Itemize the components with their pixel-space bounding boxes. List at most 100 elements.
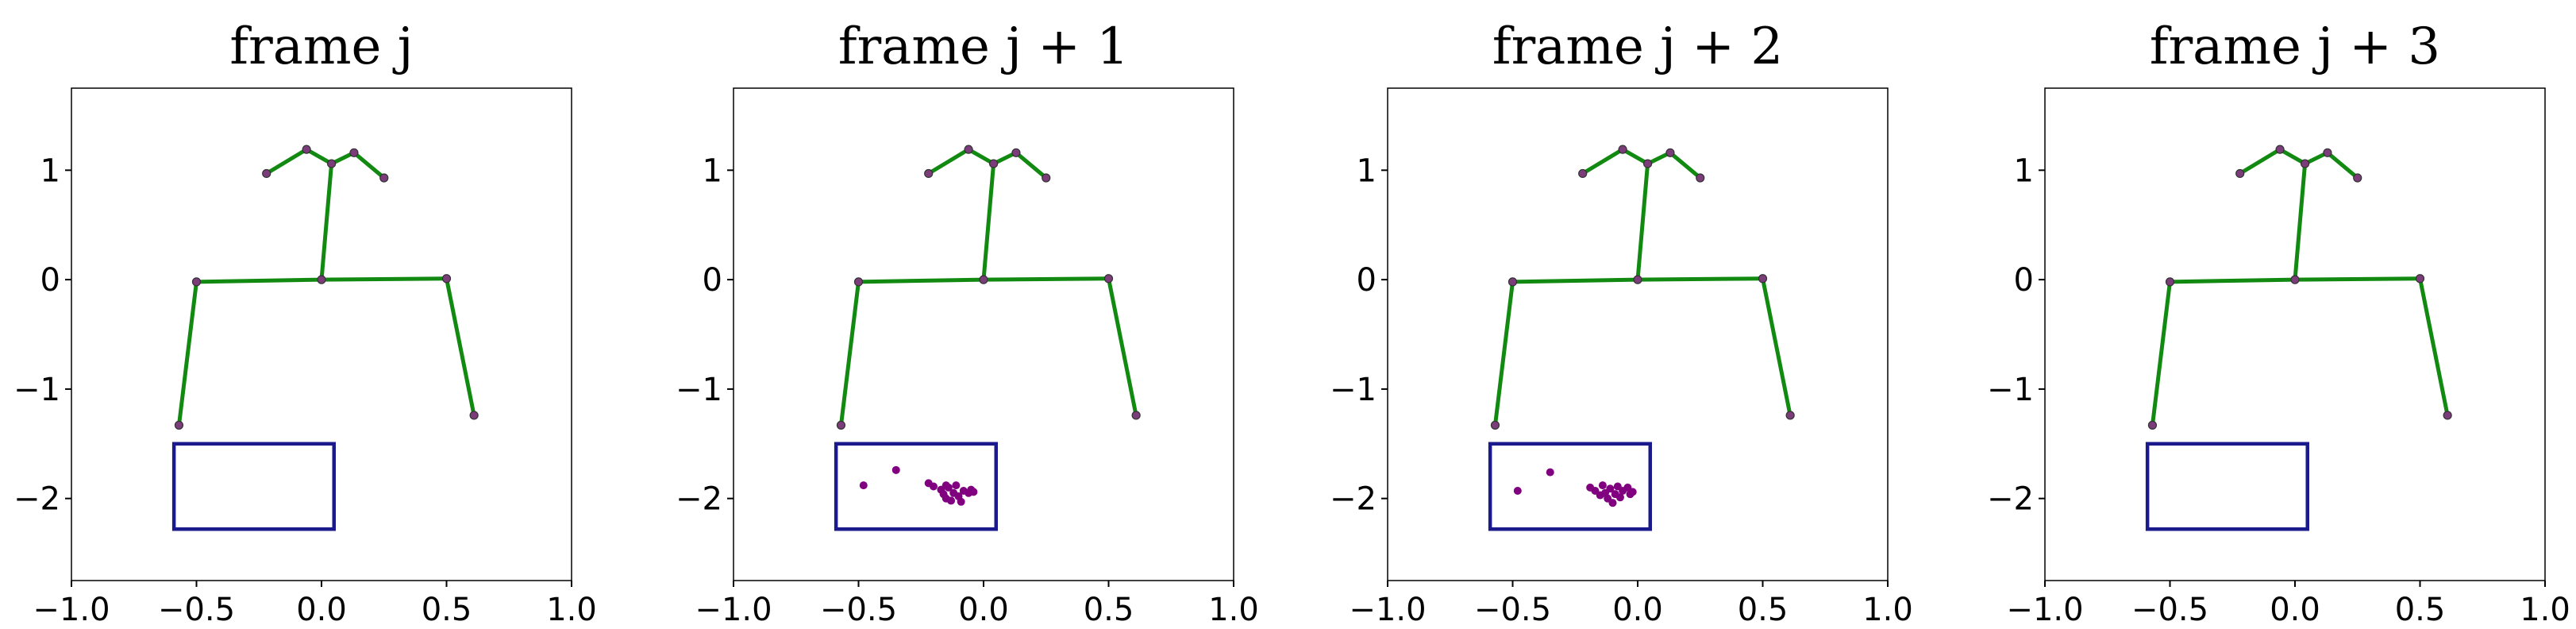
x-tick-label: −1.0 bbox=[1349, 592, 1426, 628]
skeleton-bone bbox=[1635, 276, 1765, 282]
skeleton-joint bbox=[1633, 275, 1642, 284]
skeleton-joint bbox=[1103, 274, 1114, 284]
skeleton-bone bbox=[194, 277, 324, 284]
skeleton-bone bbox=[1492, 280, 1515, 427]
x-tick-label: −0.5 bbox=[2131, 592, 2208, 628]
skeleton-joint bbox=[964, 145, 973, 154]
scatter-point bbox=[1628, 488, 1637, 496]
skeleton-joint bbox=[1758, 274, 1768, 284]
skeleton-bone bbox=[176, 280, 198, 427]
skeleton-joint bbox=[1643, 159, 1653, 168]
x-tick-label: 1.0 bbox=[546, 592, 597, 628]
skeleton-bone bbox=[2238, 147, 2282, 176]
axes-frame bbox=[2044, 87, 2546, 581]
x-tick-label: 0.0 bbox=[1612, 592, 1663, 628]
skeleton-bone bbox=[2278, 147, 2308, 166]
skeleton-joint bbox=[2147, 420, 2158, 430]
axes-frame bbox=[1387, 87, 1889, 581]
skeleton-joint bbox=[1665, 148, 1675, 157]
skeleton-joint bbox=[1578, 168, 1588, 179]
skeleton-bone bbox=[1107, 276, 1138, 418]
scatter-point bbox=[1546, 468, 1554, 477]
skeleton-joint bbox=[1696, 173, 1705, 183]
axes-frame bbox=[733, 87, 1234, 581]
skeleton-joint bbox=[191, 277, 202, 287]
skeleton-bone bbox=[2293, 161, 2308, 282]
skeleton-joint bbox=[979, 275, 988, 284]
x-tick-label: −1.0 bbox=[2006, 592, 2083, 628]
skeleton-joint bbox=[2275, 145, 2285, 154]
x-tick-label: −0.5 bbox=[1474, 592, 1551, 628]
y-tick-label: 1 bbox=[703, 152, 722, 189]
skeleton-bone bbox=[445, 276, 476, 418]
skeleton-joint bbox=[469, 411, 479, 420]
scatter-point bbox=[859, 481, 868, 490]
panel-title: frame j + 2 bbox=[1492, 17, 1783, 76]
box bbox=[834, 442, 999, 531]
skeleton-joint bbox=[1490, 420, 1500, 430]
skeleton-joint bbox=[2415, 274, 2425, 284]
skeleton-joint bbox=[317, 275, 326, 284]
x-tick-label: 0.0 bbox=[2270, 592, 2320, 628]
skeleton-bone bbox=[352, 150, 387, 180]
skeleton-bone bbox=[981, 161, 996, 282]
y-tick-label: −2 bbox=[1987, 481, 2034, 518]
skeleton-bone bbox=[1635, 161, 1650, 282]
skeleton-bone bbox=[2325, 150, 2360, 180]
scatter-point bbox=[947, 496, 956, 505]
axes-frame bbox=[71, 87, 572, 581]
y-tick-label: 0 bbox=[1357, 262, 1377, 299]
x-tick-label: 1.0 bbox=[2520, 592, 2570, 628]
skeleton-joint bbox=[2165, 277, 2175, 287]
y-tick-label: 0 bbox=[40, 262, 60, 299]
box bbox=[171, 442, 336, 531]
skeleton-joint bbox=[441, 274, 452, 284]
scatter-point bbox=[952, 481, 961, 490]
skeleton-bone bbox=[1511, 277, 1640, 284]
scatter-point bbox=[1606, 484, 1615, 493]
x-tick-label: −1.0 bbox=[33, 592, 110, 628]
skeleton-joint bbox=[924, 168, 934, 179]
box bbox=[2145, 442, 2309, 531]
skeleton-bone bbox=[2418, 276, 2450, 418]
y-tick-label: 1 bbox=[2014, 152, 2034, 189]
skeleton-joint bbox=[302, 145, 311, 154]
skeleton-bone bbox=[838, 280, 861, 427]
skeleton-joint bbox=[853, 277, 864, 287]
skeleton-joint bbox=[1785, 411, 1795, 420]
skeleton-bone bbox=[926, 147, 971, 176]
panel-title: frame j + 1 bbox=[838, 17, 1129, 76]
skeleton-bone bbox=[1581, 147, 1625, 176]
skeleton-bone bbox=[1761, 276, 1792, 418]
y-tick-label: −1 bbox=[13, 372, 60, 408]
skeleton-joint bbox=[327, 159, 337, 168]
skeleton-joint bbox=[2301, 159, 2310, 168]
skeleton-bone bbox=[966, 147, 996, 166]
skeleton-bone bbox=[304, 147, 334, 166]
scatter-point bbox=[957, 497, 965, 506]
scatter-point bbox=[1513, 487, 1522, 496]
skeleton-joint bbox=[1507, 277, 1518, 287]
panel-4: frame j + 3 −1.0 −0.5 0.0 0.5 1.0 1 0 −1 −2 bbox=[1987, 17, 2570, 628]
scatter-point bbox=[1615, 493, 1624, 502]
scatter-point bbox=[969, 488, 978, 496]
y-tick-label: 0 bbox=[703, 262, 722, 299]
panel-1: frame j −1.0 −0.5 0.0 0.5 1.0 1 0 −1 −2 bbox=[13, 17, 597, 628]
scatter-point bbox=[930, 482, 938, 491]
x-tick-label: 0.5 bbox=[1738, 592, 1789, 628]
skeleton-bone bbox=[2168, 277, 2297, 284]
skeleton-joint bbox=[349, 148, 359, 157]
y-tick-label: −2 bbox=[676, 481, 722, 518]
x-tick-label: −0.5 bbox=[158, 592, 235, 628]
skeleton-joint bbox=[379, 173, 389, 183]
x-tick-label: 1.0 bbox=[1208, 592, 1259, 628]
skeleton-joint bbox=[1618, 145, 1627, 154]
skeleton-bone bbox=[1668, 150, 1703, 180]
x-tick-label: −1.0 bbox=[695, 592, 772, 628]
skeleton-bone bbox=[1620, 147, 1650, 166]
skeleton-joint bbox=[262, 168, 271, 179]
x-tick-label: 0.5 bbox=[1084, 592, 1134, 628]
y-tick-label: 1 bbox=[40, 152, 60, 189]
